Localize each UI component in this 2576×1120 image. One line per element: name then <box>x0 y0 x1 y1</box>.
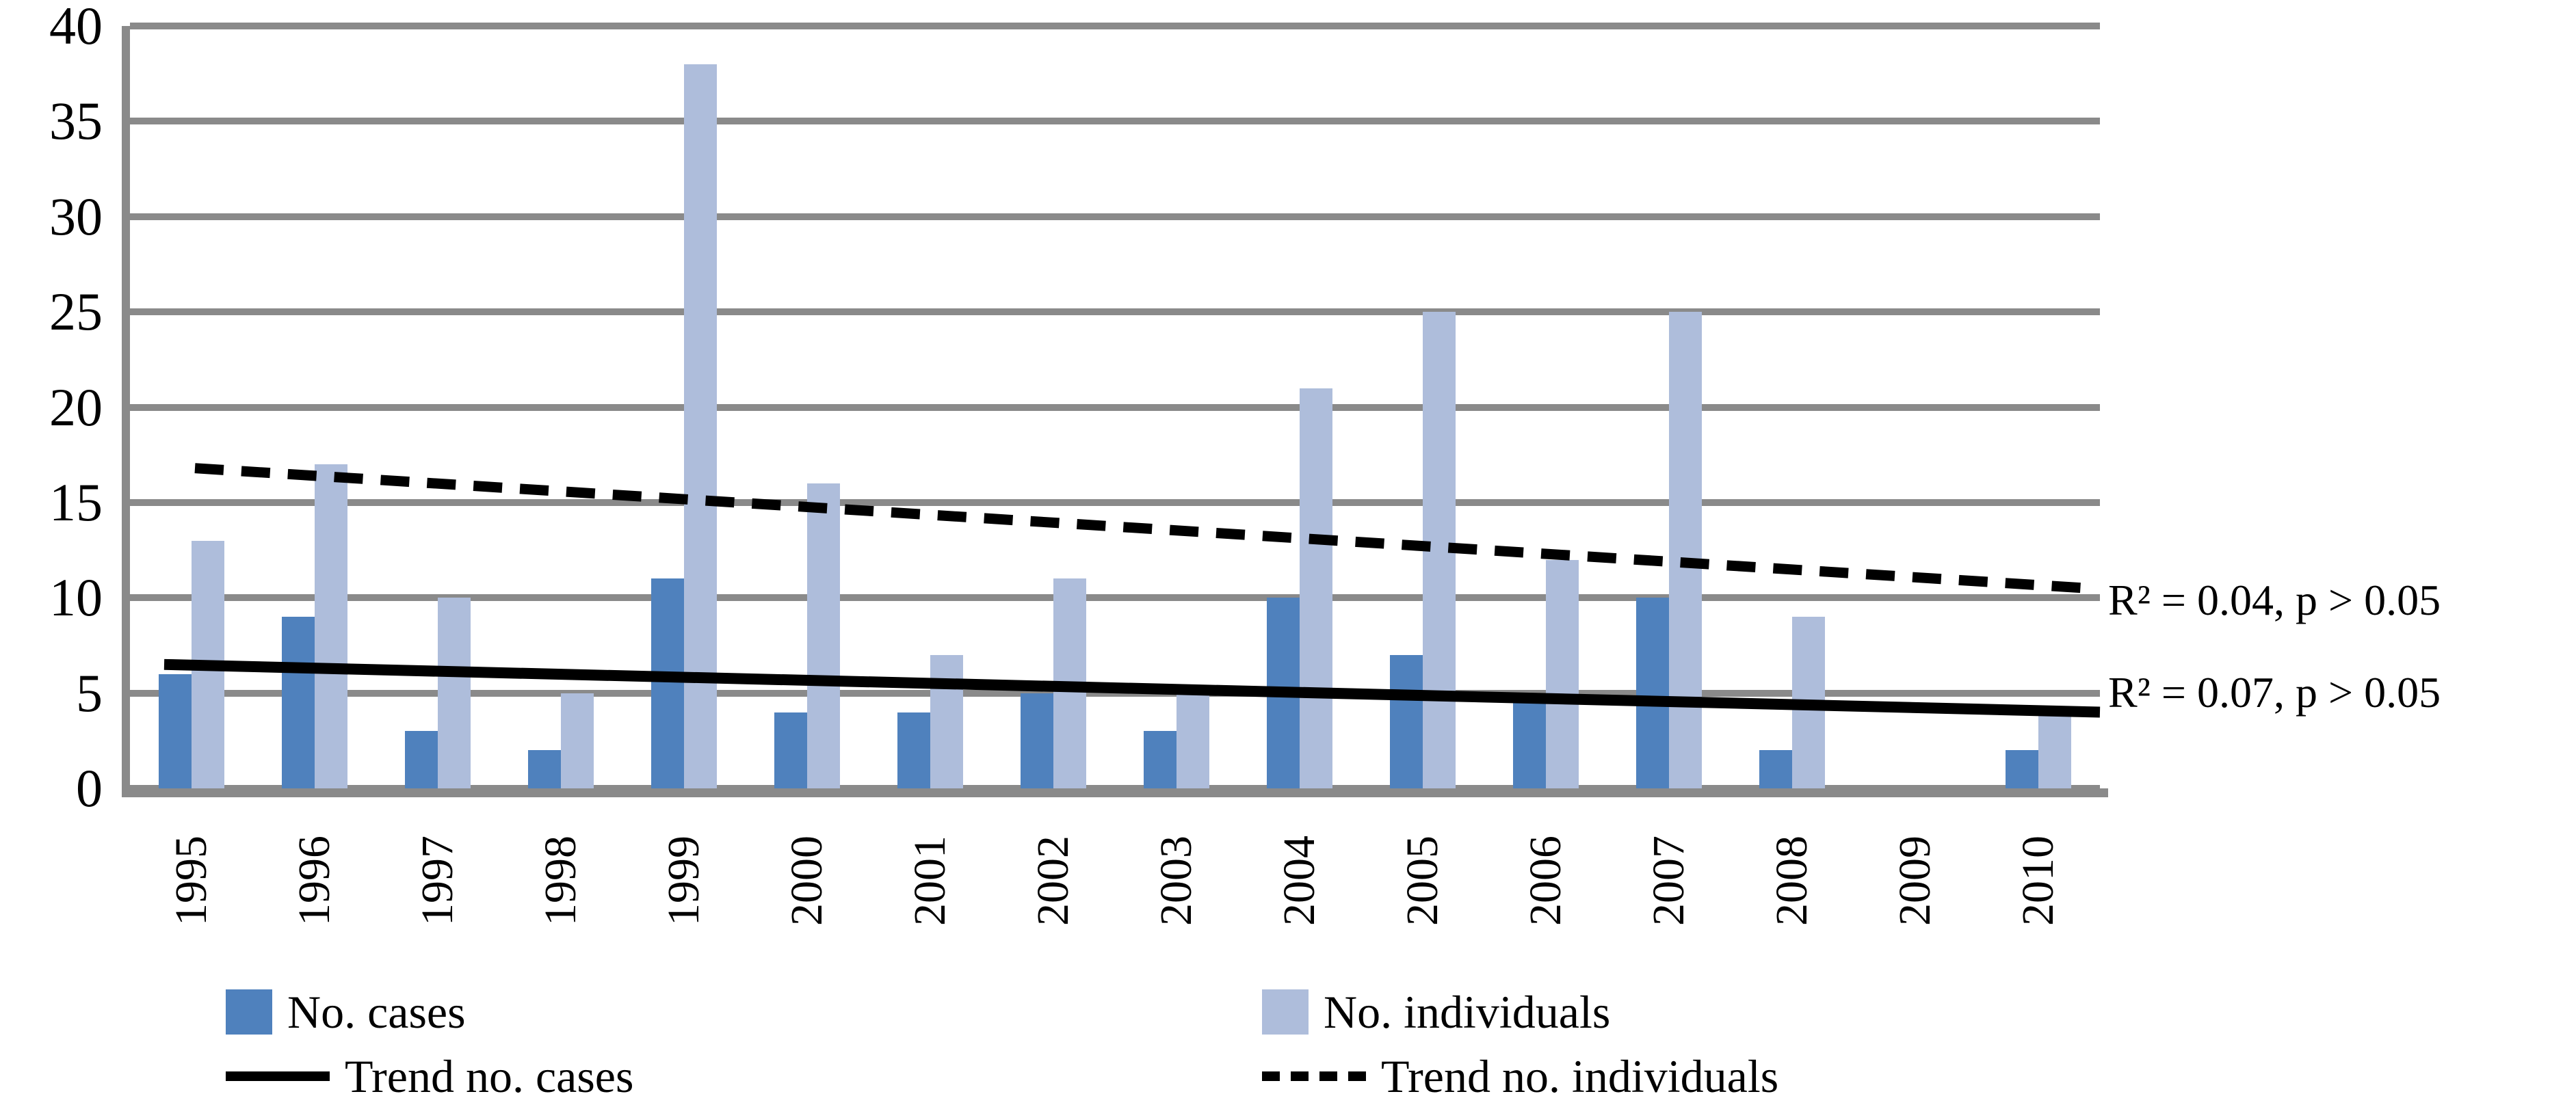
x-axis-label-1998: 1998 <box>536 836 586 926</box>
bar-cases-2007 <box>1636 598 1669 788</box>
trendline-individuals-dashed <box>194 463 2088 594</box>
legend-item-individuals: No. individuals <box>1262 983 1610 1041</box>
bar-individuals-2010 <box>2038 712 2071 788</box>
x-axis-label-2007: 2007 <box>1644 836 1694 926</box>
legend-line-swatch-dashed <box>1262 1071 1366 1081</box>
y-axis-label-5: 5 <box>76 663 103 723</box>
x-axis-label-2005: 2005 <box>1397 836 1447 926</box>
y-axis-label-15: 15 <box>49 472 103 532</box>
x-axis-label-2006: 2006 <box>1521 836 1570 926</box>
bar-cases-2010 <box>2006 750 2038 788</box>
y-axis-label-30: 30 <box>49 186 103 246</box>
gridline-40 <box>130 23 2100 29</box>
bar-individuals-2001 <box>930 654 963 788</box>
bar-individuals-2007 <box>1669 312 1702 788</box>
bar-cases-1996 <box>282 617 315 788</box>
legend-label-trend-individuals: Trend no. individuals <box>1381 1050 1779 1102</box>
legend-item-trend-cases: Trend no. cases <box>226 1048 633 1105</box>
bar-individuals-1996 <box>315 464 347 788</box>
bar-individuals-1999 <box>684 64 717 788</box>
gridline-25 <box>130 308 2100 316</box>
legend-line-swatch-solid <box>226 1071 330 1081</box>
bar-individuals-2006 <box>1546 559 1579 788</box>
bar-individuals-2004 <box>1300 388 1332 788</box>
bar-individuals-2000 <box>807 483 840 788</box>
bar-individuals-1997 <box>438 598 471 788</box>
trendline-cases-solid <box>163 658 2101 718</box>
x-axis-label-2001: 2001 <box>905 836 955 926</box>
x-axis-label-2002: 2002 <box>1028 836 1078 926</box>
bar-cases-1998 <box>528 750 561 788</box>
legend-item-trend-individuals: Trend no. individuals <box>1262 1048 1778 1105</box>
bar-cases-1995 <box>159 674 192 788</box>
legend-label-trend-cases: Trend no. cases <box>345 1050 634 1102</box>
x-axis-label-2004: 2004 <box>1274 836 1324 926</box>
x-axis-label-2003: 2003 <box>1151 836 1201 926</box>
bar-cases-2003 <box>1144 731 1177 788</box>
x-axis-label-1999: 1999 <box>659 836 709 926</box>
x-axis-label-2000: 2000 <box>782 836 832 926</box>
bar-cases-2000 <box>774 712 807 788</box>
bar-cases-2005 <box>1390 654 1423 788</box>
bar-cases-2008 <box>1759 750 1792 788</box>
y-axis-label-20: 20 <box>49 377 103 437</box>
r2-annotation-individuals: R² = 0.04, p > 0.05 <box>2108 576 2441 624</box>
bar-individuals-2003 <box>1177 693 1209 788</box>
legend-swatch-individuals <box>1262 989 1309 1035</box>
y-axis-label-10: 10 <box>49 568 103 628</box>
r2-annotation-cases: R² = 0.07, p > 0.05 <box>2108 668 2441 717</box>
legend-swatch-cases <box>226 989 272 1035</box>
gridline-30 <box>130 213 2100 220</box>
legend-label-cases: No. cases <box>287 986 466 1038</box>
x-axis-label-1997: 1997 <box>412 836 462 926</box>
y-axis-line <box>122 26 130 797</box>
y-axis-label-35: 35 <box>49 91 103 151</box>
gridline-35 <box>130 118 2100 125</box>
bar-cases-2006 <box>1513 693 1546 788</box>
bar-individuals-1998 <box>561 693 594 788</box>
bar-cases-1997 <box>405 731 438 788</box>
x-axis-label-2010: 2010 <box>2013 836 2063 926</box>
gridline-20 <box>130 403 2100 411</box>
x-axis-label-2008: 2008 <box>1767 836 1817 926</box>
y-axis-label-25: 25 <box>49 282 103 342</box>
gridline-15 <box>130 498 2100 506</box>
x-axis-label-2009: 2009 <box>1890 836 1940 926</box>
legend-item-cases: No. cases <box>226 983 466 1041</box>
trendlines-overlay <box>163 463 2101 718</box>
y-axis-label-0: 0 <box>76 758 103 818</box>
bar-cases-2002 <box>1021 693 1053 788</box>
legend-label-individuals: No. individuals <box>1324 986 1611 1038</box>
x-axis-label-1996: 1996 <box>289 836 339 926</box>
plot-area <box>122 23 2108 797</box>
bar-cases-1999 <box>651 578 684 788</box>
x-axis-line <box>122 788 2108 797</box>
gridline-10 <box>130 594 2100 602</box>
x-axis-label-1995: 1995 <box>166 836 216 926</box>
y-axis-label-40: 40 <box>49 0 103 55</box>
bar-cases-2001 <box>897 712 930 788</box>
